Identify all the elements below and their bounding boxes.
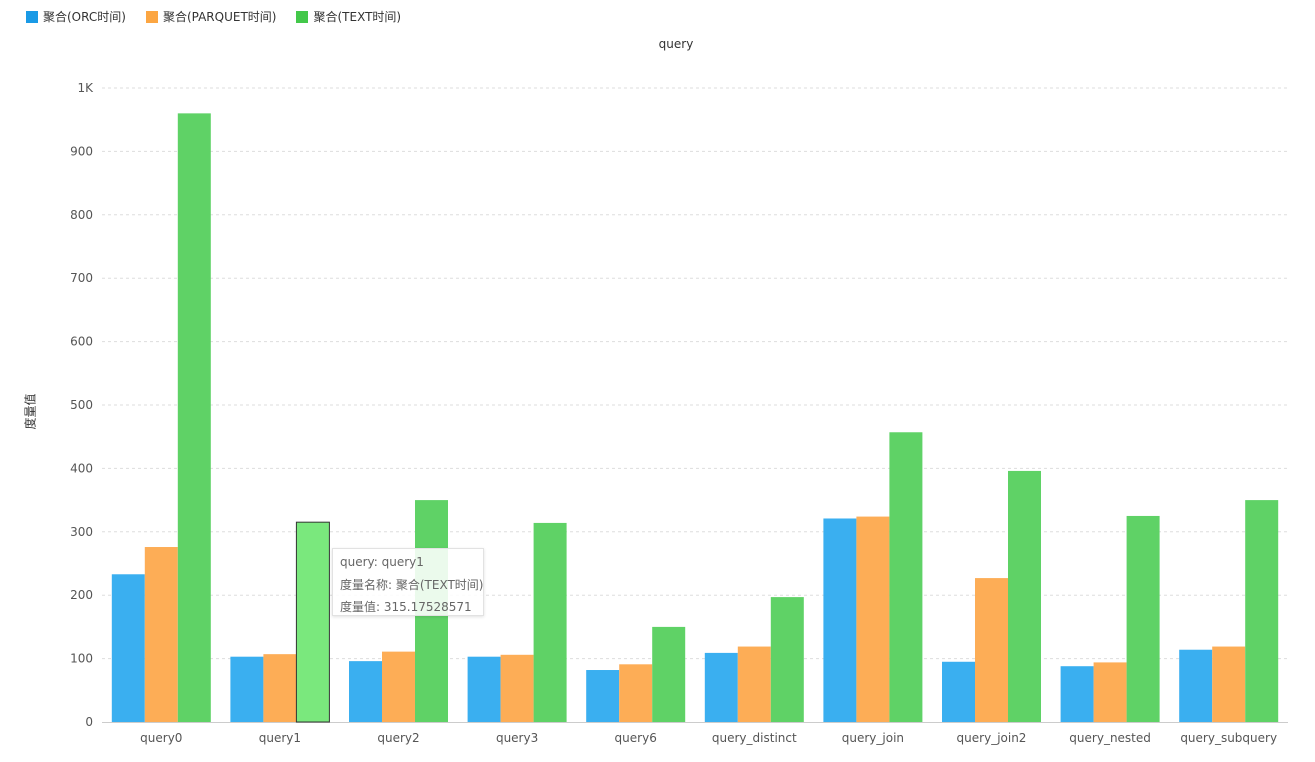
bar <box>349 661 382 722</box>
bar <box>619 664 653 722</box>
legend-label-parquet: 聚合(PARQUET时间) <box>162 10 277 24</box>
bar <box>382 651 415 722</box>
x-tick-label: query_join2 <box>957 731 1027 745</box>
y-tick-label: 300 <box>70 525 93 539</box>
legend-swatch-orc <box>26 10 38 23</box>
x-tick-label: query0 <box>140 731 182 745</box>
y-tick-label: 600 <box>70 335 93 349</box>
bar <box>500 654 534 722</box>
bar <box>1060 666 1094 722</box>
tooltip: query: query1 度量名称: 聚合(TEXT时间) 度量值: 315.… <box>332 548 484 616</box>
bar <box>1008 470 1041 722</box>
bar <box>1212 646 1246 722</box>
bar <box>975 578 1008 722</box>
bar <box>942 661 975 722</box>
bar <box>1126 515 1160 722</box>
bar <box>144 547 178 722</box>
chart-title: query <box>658 37 694 51</box>
legend-swatch-text <box>296 10 309 23</box>
y-tick-label: 500 <box>70 398 93 412</box>
x-tick-label: query1 <box>259 731 301 745</box>
bar <box>737 646 771 722</box>
bar <box>586 670 620 722</box>
bar <box>889 432 923 722</box>
bar <box>1179 649 1213 722</box>
legend-item-text[interactable]: 聚合(TEXT时间) <box>296 8 401 25</box>
bar <box>533 522 567 722</box>
x-tick-label: query_subquery <box>1180 731 1277 745</box>
tooltip-measure-name: 度量名称: 聚合(TEXT时间) <box>340 578 484 592</box>
legend-label-text: 聚合(TEXT时间) <box>313 10 402 24</box>
bar <box>856 516 890 722</box>
legend-label-orc: 聚合(ORC时间) <box>43 10 126 24</box>
x-tick-label: query_distinct <box>712 731 797 745</box>
bar <box>263 654 297 722</box>
tooltip-category: query: query1 <box>340 555 424 569</box>
bar <box>1093 662 1127 722</box>
x-tick-label: query6 <box>615 731 657 745</box>
bar <box>1245 500 1279 722</box>
bar <box>704 652 738 722</box>
legend-swatch-parquet <box>145 10 158 23</box>
x-tick-label: query_nested <box>1069 731 1151 745</box>
bar <box>230 656 264 722</box>
bar <box>295 521 330 723</box>
x-tick-label: query2 <box>377 731 419 745</box>
legend-item-parquet[interactable]: 聚合(PARQUET时间) <box>145 8 277 25</box>
y-tick-label: 100 <box>70 652 93 666</box>
y-tick-label: 700 <box>70 271 93 285</box>
y-tick-label: 400 <box>70 461 93 475</box>
y-tick-label: 200 <box>70 588 93 602</box>
bar <box>770 597 804 722</box>
bar <box>467 656 501 722</box>
y-tick-label: 900 <box>70 144 93 158</box>
bar <box>823 518 857 722</box>
legend: 聚合(ORC时间) 聚合(PARQUET时间) 聚合(TEXT时间) <box>26 8 401 25</box>
y-tick-label: 0 <box>85 715 93 729</box>
x-tick-label: query_join <box>842 731 904 745</box>
y-tick-label: 1K <box>77 81 94 95</box>
bar <box>177 113 211 723</box>
tooltip-measure-value: 度量值: 315.17528571 <box>340 600 472 614</box>
y-tick-label: 800 <box>70 208 93 222</box>
bar <box>652 626 686 722</box>
bar <box>111 574 145 722</box>
x-tick-label: query3 <box>496 731 538 745</box>
legend-item-orc[interactable]: 聚合(ORC时间) <box>26 8 126 25</box>
